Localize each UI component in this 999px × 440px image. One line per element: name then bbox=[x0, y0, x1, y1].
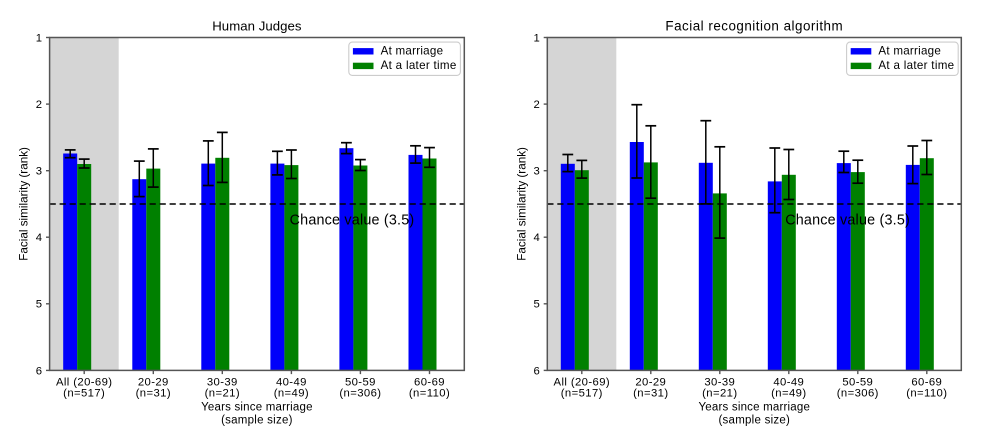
svg-text:50-59: 50-59 bbox=[842, 377, 873, 389]
svg-text:Human Judges: Human Judges bbox=[212, 19, 302, 34]
svg-text:(n=110): (n=110) bbox=[409, 387, 450, 399]
svg-text:Years since marriage: Years since marriage bbox=[698, 402, 810, 414]
svg-text:Facial similarity (rank): Facial similarity (rank) bbox=[18, 147, 31, 261]
svg-text:5: 5 bbox=[36, 299, 42, 311]
svg-text:20-29: 20-29 bbox=[635, 377, 666, 389]
svg-text:At marriage: At marriage bbox=[381, 45, 444, 58]
svg-text:(n=21): (n=21) bbox=[702, 387, 737, 399]
svg-text:At a later time: At a later time bbox=[878, 59, 954, 72]
svg-text:All (20-69): All (20-69) bbox=[554, 377, 611, 389]
svg-text:6: 6 bbox=[534, 365, 540, 377]
svg-text:Chance value (3.5): Chance value (3.5) bbox=[290, 212, 415, 228]
svg-text:(n=21): (n=21) bbox=[205, 387, 240, 399]
svg-text:40-49: 40-49 bbox=[773, 377, 804, 389]
svg-text:3: 3 bbox=[534, 166, 540, 178]
svg-text:4: 4 bbox=[36, 232, 42, 244]
svg-text:1: 1 bbox=[36, 32, 42, 44]
svg-text:2: 2 bbox=[534, 99, 540, 111]
svg-text:40-49: 40-49 bbox=[276, 377, 307, 389]
svg-text:60-69: 60-69 bbox=[911, 377, 942, 389]
svg-text:(n=49): (n=49) bbox=[274, 387, 309, 399]
svg-text:50-59: 50-59 bbox=[345, 377, 376, 389]
svg-text:30-39: 30-39 bbox=[207, 377, 238, 389]
svg-text:Years since marriage: Years since marriage bbox=[201, 402, 313, 414]
svg-text:6: 6 bbox=[36, 365, 42, 377]
svg-text:(n=110): (n=110) bbox=[906, 387, 947, 399]
svg-text:(n=31): (n=31) bbox=[136, 387, 171, 399]
svg-text:Facial recognition algorithm: Facial recognition algorithm bbox=[665, 19, 843, 34]
svg-text:3: 3 bbox=[36, 166, 42, 178]
svg-text:Facial similarity (rank): Facial similarity (rank) bbox=[515, 147, 528, 261]
svg-text:(n=306): (n=306) bbox=[837, 387, 879, 399]
svg-text:2: 2 bbox=[36, 99, 42, 111]
svg-text:(n=306): (n=306) bbox=[339, 387, 381, 399]
svg-text:30-39: 30-39 bbox=[704, 377, 735, 389]
svg-text:(sample size): (sample size) bbox=[718, 415, 790, 427]
svg-text:(n=517): (n=517) bbox=[63, 387, 105, 399]
svg-text:(n=49): (n=49) bbox=[771, 387, 806, 399]
svg-text:(sample size): (sample size) bbox=[221, 415, 293, 427]
svg-text:At a later time: At a later time bbox=[381, 59, 457, 72]
svg-text:20-29: 20-29 bbox=[138, 377, 169, 389]
svg-text:Chance value (3.5): Chance value (3.5) bbox=[785, 212, 910, 228]
svg-text:1: 1 bbox=[534, 32, 540, 44]
svg-text:60-69: 60-69 bbox=[414, 377, 445, 389]
svg-text:All (20-69): All (20-69) bbox=[56, 377, 113, 389]
svg-text:(n=517): (n=517) bbox=[561, 387, 603, 399]
svg-text:(n=31): (n=31) bbox=[633, 387, 668, 399]
svg-text:At marriage: At marriage bbox=[878, 45, 941, 58]
svg-text:5: 5 bbox=[534, 299, 540, 311]
svg-text:4: 4 bbox=[534, 232, 540, 244]
